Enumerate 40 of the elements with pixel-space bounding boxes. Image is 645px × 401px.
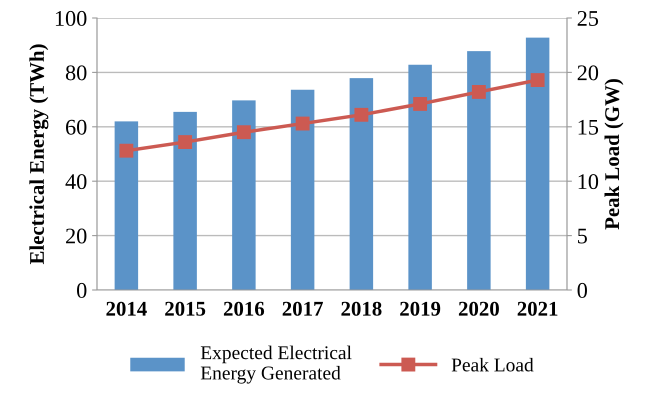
y-tick-label: 80: [66, 65, 86, 80]
y-axis-title: Electrical Energy (TWh): [29, 44, 48, 264]
x-tick-label: 2014: [106, 302, 147, 316]
y2-tick-label: 10: [578, 174, 598, 190]
x-tick-label: 2015: [165, 302, 206, 316]
x-tick-label: 2018: [341, 302, 382, 316]
x-tick-label: 2016: [224, 302, 264, 316]
point: [472, 85, 486, 99]
y-tick-label: 40: [65, 174, 86, 190]
y2-axis-title: Peak Load (GW): [604, 79, 624, 230]
y-tick-label: 0: [77, 282, 86, 298]
point: [178, 135, 192, 149]
y2-tick-label: 0: [578, 282, 587, 298]
bar: [408, 64, 432, 290]
point: [236, 125, 251, 140]
x-tick-label: 2021: [518, 302, 558, 316]
y-tick-label: 60: [66, 120, 86, 135]
y-tick-label: 20: [66, 228, 86, 244]
point: [296, 116, 310, 130]
bar: [467, 51, 491, 290]
y2-tick-label: 25: [578, 10, 598, 26]
point: [119, 144, 134, 158]
bar: [114, 121, 138, 290]
point: [354, 108, 368, 122]
bar: [232, 100, 256, 290]
point: [413, 97, 428, 111]
y-tick-label: 100: [56, 10, 86, 26]
y2-tick-label: 15: [578, 120, 598, 135]
bar: [526, 38, 550, 290]
bar: [173, 112, 197, 290]
x-tick-label: 2019: [400, 302, 440, 316]
point: [530, 73, 545, 87]
y2-tick-label: 20: [578, 65, 598, 80]
legend-label: Expected Electrical Energy Generated: [200, 346, 352, 384]
bar: [350, 78, 374, 290]
y2-tick-label: 5: [578, 228, 587, 244]
bar: [290, 90, 314, 290]
x-tick-label: 2020: [458, 302, 499, 316]
legend-label: Peak Load: [452, 358, 534, 372]
x-tick-label: 2017: [282, 302, 323, 316]
